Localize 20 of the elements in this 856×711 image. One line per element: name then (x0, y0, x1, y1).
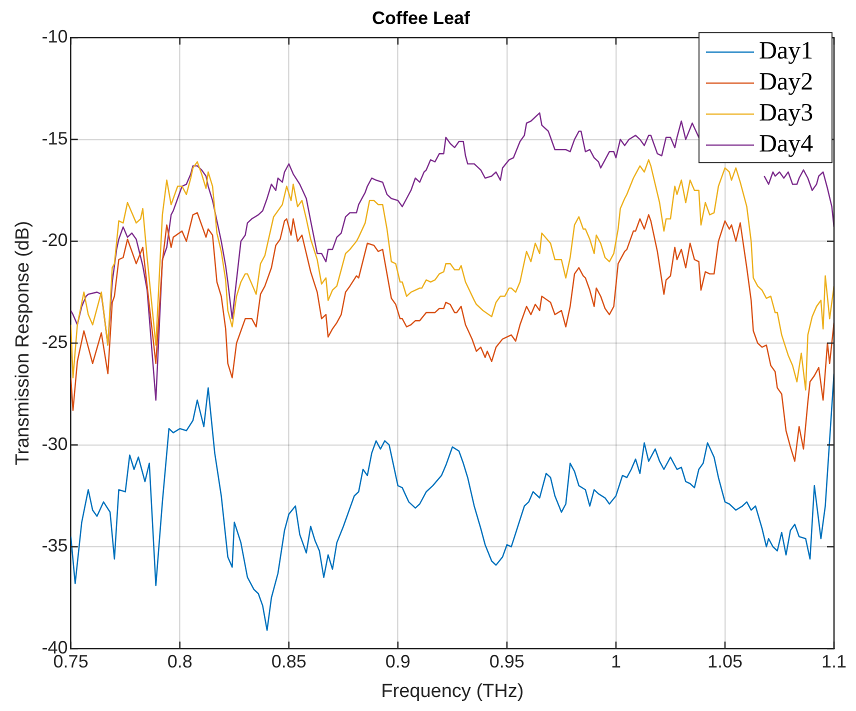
legend-label: Day1 (759, 38, 814, 65)
x-tick-label: 1 (610, 651, 621, 672)
legend-label: Day3 (759, 100, 814, 127)
x-tick-label: 1.05 (707, 651, 742, 672)
y-tick-label: -35 (42, 536, 68, 556)
y-tick-label: -15 (42, 128, 68, 148)
x-tick-label: 0.9 (385, 651, 410, 672)
x-axis-title: Frequency (THz) (381, 680, 524, 702)
y-axis-title: Transmission Response (dB) (12, 220, 34, 466)
x-tick-label: 0.8 (167, 651, 192, 672)
y-tick-label: -25 (42, 332, 68, 352)
legend-label: Day4 (759, 130, 814, 158)
y-tick-label: -30 (42, 434, 68, 454)
x-tick-label: 0.95 (489, 651, 524, 672)
y-tick-label: -20 (42, 230, 68, 250)
legend-label: Day2 (759, 68, 814, 96)
y-tick-label: -10 (42, 26, 68, 47)
x-tick-label: 1.1 (821, 651, 847, 672)
x-tick-label: 0.85 (271, 651, 306, 672)
chart-title: Coffee Leaf (372, 8, 472, 28)
